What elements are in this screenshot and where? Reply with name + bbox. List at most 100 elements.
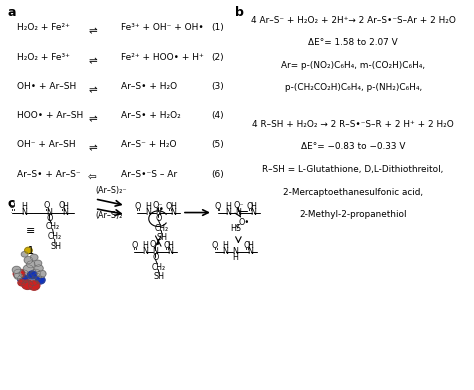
Text: O: O bbox=[134, 202, 141, 211]
Circle shape bbox=[18, 275, 28, 283]
Text: N: N bbox=[170, 208, 176, 217]
Text: H: H bbox=[142, 241, 148, 250]
Circle shape bbox=[21, 252, 28, 257]
Text: N: N bbox=[145, 208, 151, 217]
Text: Fe³⁺ + OH⁻ + OH•: Fe³⁺ + OH⁻ + OH• bbox=[121, 23, 204, 32]
Text: H: H bbox=[225, 202, 231, 211]
Text: O: O bbox=[155, 214, 162, 223]
Text: O: O bbox=[211, 241, 218, 250]
Text: H: H bbox=[250, 202, 256, 211]
Text: ⇌: ⇌ bbox=[88, 114, 97, 124]
Text: O: O bbox=[243, 241, 249, 250]
Text: N: N bbox=[222, 247, 228, 256]
Text: 1: 1 bbox=[27, 246, 34, 256]
Text: C: C bbox=[11, 212, 12, 213]
Text: CH₂: CH₂ bbox=[46, 222, 60, 231]
Text: (6): (6) bbox=[211, 170, 224, 179]
Text: Ar= p-(NO₂)C₆H₄, m-(CO₂H)C₆H₄,: Ar= p-(NO₂)C₆H₄, m-(CO₂H)C₆H₄, bbox=[281, 61, 425, 70]
Text: ΔE°= −0.83 to −0.33 V: ΔE°= −0.83 to −0.33 V bbox=[301, 142, 405, 151]
Circle shape bbox=[19, 270, 28, 278]
Text: O: O bbox=[9, 201, 15, 210]
Circle shape bbox=[14, 273, 22, 279]
Text: O: O bbox=[43, 201, 49, 210]
Circle shape bbox=[35, 265, 43, 272]
Circle shape bbox=[28, 281, 40, 290]
Text: ⇦: ⇦ bbox=[88, 173, 97, 183]
Text: O⁻: O⁻ bbox=[233, 201, 244, 210]
Text: (2): (2) bbox=[211, 53, 224, 62]
Text: (4): (4) bbox=[211, 111, 224, 120]
Text: O: O bbox=[246, 202, 253, 211]
Circle shape bbox=[33, 273, 41, 280]
Text: H: H bbox=[63, 202, 68, 211]
Text: N: N bbox=[142, 247, 148, 256]
Circle shape bbox=[34, 260, 42, 266]
Text: O: O bbox=[214, 202, 221, 211]
Text: H₂O₂ + Fe²⁺: H₂O₂ + Fe²⁺ bbox=[17, 23, 70, 32]
Text: N: N bbox=[21, 208, 27, 217]
Circle shape bbox=[12, 266, 21, 273]
Circle shape bbox=[31, 269, 40, 277]
Text: O: O bbox=[166, 202, 173, 211]
Text: N: N bbox=[247, 247, 253, 256]
Text: H: H bbox=[232, 253, 238, 262]
Text: H: H bbox=[145, 202, 151, 211]
Text: N: N bbox=[46, 208, 52, 217]
Text: •: • bbox=[158, 205, 163, 214]
Text: SH: SH bbox=[154, 271, 165, 281]
Text: H: H bbox=[167, 241, 173, 250]
Text: SH: SH bbox=[157, 232, 168, 241]
Text: N: N bbox=[152, 247, 158, 256]
Text: HS: HS bbox=[230, 224, 241, 233]
Circle shape bbox=[13, 269, 25, 278]
Text: a: a bbox=[7, 6, 16, 19]
Text: (3): (3) bbox=[211, 82, 224, 91]
Text: O: O bbox=[163, 241, 169, 250]
Text: ⇌: ⇌ bbox=[88, 85, 97, 95]
Text: N: N bbox=[167, 247, 173, 256]
Text: OH⁻ + Ar–SH: OH⁻ + Ar–SH bbox=[17, 140, 75, 149]
Text: H: H bbox=[170, 202, 176, 211]
Text: Ar–S• + H₂O: Ar–S• + H₂O bbox=[121, 82, 177, 91]
Text: R–SH = L-Glutathione, D,L-Dithiothreitol,: R–SH = L-Glutathione, D,L-Dithiothreitol… bbox=[263, 165, 444, 174]
Text: 4 Ar–S⁻ + H₂O₂ + 2H⁺→ 2 Ar–S•⁻S–Ar + 2 H₂O: 4 Ar–S⁻ + H₂O₂ + 2H⁺→ 2 Ar–S•⁻S–Ar + 2 H… bbox=[251, 16, 456, 25]
Text: N: N bbox=[155, 208, 161, 217]
Text: Ar–S• + Ar–S⁻: Ar–S• + Ar–S⁻ bbox=[17, 170, 80, 179]
Text: O⁻: O⁻ bbox=[153, 201, 164, 210]
Text: CH₂: CH₂ bbox=[154, 223, 168, 232]
Text: N: N bbox=[232, 247, 238, 256]
Text: N: N bbox=[236, 208, 241, 217]
Text: 2-Methyl-2-propanethiol: 2-Methyl-2-propanethiol bbox=[300, 210, 407, 219]
Circle shape bbox=[30, 254, 38, 261]
Text: H: H bbox=[247, 241, 253, 250]
Circle shape bbox=[24, 257, 33, 264]
Text: O•: O• bbox=[150, 240, 161, 249]
Text: p-(CH₂CO₂H)C₆H₄, p-(NH₂)C₆H₄,: p-(CH₂CO₂H)C₆H₄, p-(NH₂)C₆H₄, bbox=[284, 83, 422, 92]
Text: (5): (5) bbox=[211, 140, 224, 149]
Text: Fe²⁺ + HOO• + H⁺: Fe²⁺ + HOO• + H⁺ bbox=[121, 53, 204, 62]
Text: Ar–S⁻ + H₂O: Ar–S⁻ + H₂O bbox=[121, 140, 176, 149]
Text: ΔE°= 1.58 to 2.07 V: ΔE°= 1.58 to 2.07 V bbox=[308, 38, 398, 47]
Circle shape bbox=[18, 280, 26, 286]
Text: 2-Mercaptoethanesulfonic acid,: 2-Mercaptoethanesulfonic acid, bbox=[283, 188, 423, 197]
Text: O: O bbox=[131, 241, 137, 250]
Text: H: H bbox=[21, 202, 27, 211]
Text: N: N bbox=[225, 208, 231, 217]
Text: OH• + Ar–SH: OH• + Ar–SH bbox=[17, 82, 76, 91]
Text: O: O bbox=[152, 253, 158, 262]
Text: 4 R–SH + H₂O₂ → 2 R–S•⁻S–R + 2 H⁺ + 2 H₂O: 4 R–SH + H₂O₂ → 2 R–S•⁻S–R + 2 H⁺ + 2 H₂… bbox=[252, 120, 454, 129]
Text: HOO• + Ar–SH: HOO• + Ar–SH bbox=[17, 111, 83, 120]
Text: N: N bbox=[250, 208, 256, 217]
Circle shape bbox=[25, 247, 32, 254]
Circle shape bbox=[22, 280, 33, 289]
Text: CH₂: CH₂ bbox=[47, 232, 62, 241]
Text: H₂O₂ + Fe³⁺: H₂O₂ + Fe³⁺ bbox=[17, 53, 70, 62]
Text: O: O bbox=[46, 215, 53, 223]
Circle shape bbox=[37, 270, 46, 277]
Text: (1): (1) bbox=[211, 23, 224, 32]
Text: H: H bbox=[222, 241, 228, 250]
Text: SH: SH bbox=[50, 242, 61, 252]
Text: b: b bbox=[235, 6, 244, 19]
Text: O•: O• bbox=[239, 218, 250, 227]
Circle shape bbox=[22, 275, 30, 282]
